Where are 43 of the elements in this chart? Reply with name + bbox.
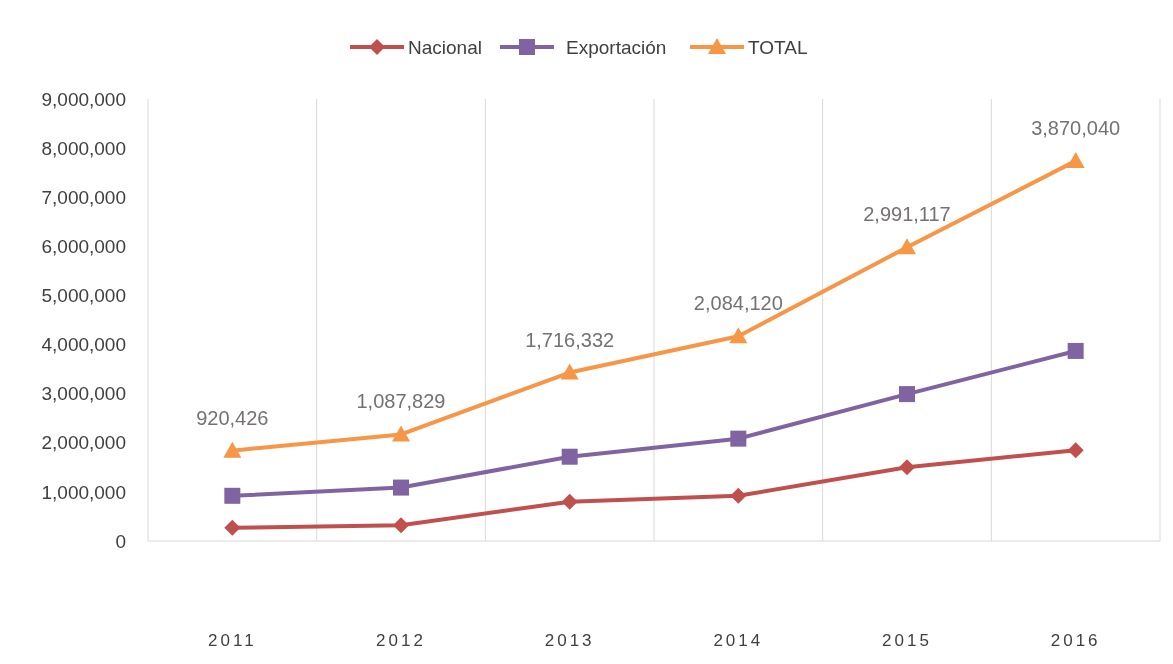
y-tick-label: 7,000,000	[41, 186, 126, 208]
y-tick-label: 5,000,000	[41, 285, 126, 307]
point	[1067, 342, 1084, 359]
y-tick-label: 3,000,000	[41, 383, 126, 405]
annotation: 2,991,117	[863, 203, 951, 226]
legend-label: Nacional	[408, 36, 482, 58]
y-tick-label: 2,000,000	[41, 432, 126, 454]
x-tick-label: 2016	[1050, 631, 1101, 650]
y-tick-label: 9,000,000	[41, 88, 126, 110]
x-tick-label: 2015	[882, 631, 932, 650]
annotation: 1,716,332	[525, 328, 615, 351]
y-tick-label: 8,000,000	[41, 137, 126, 159]
point	[729, 327, 748, 344]
point	[392, 425, 410, 442]
point	[393, 479, 409, 496]
point	[730, 430, 747, 447]
point	[561, 493, 578, 510]
point	[561, 448, 578, 465]
point	[899, 386, 915, 403]
legend-label: Exportación	[566, 36, 667, 58]
y-tick-label: 0	[115, 530, 126, 552]
point	[1066, 151, 1085, 168]
annotation: 3,870,040	[1031, 116, 1121, 139]
x-tick-label: 2014	[713, 631, 764, 650]
annotation: 1,087,829	[356, 390, 446, 413]
point	[560, 363, 579, 380]
point	[223, 441, 242, 458]
y-tick-label: 4,000,000	[41, 334, 126, 356]
point	[393, 517, 409, 534]
x-tick-label: 2013	[544, 631, 595, 650]
y-tick-label: 1,000,000	[41, 481, 126, 503]
x-tick-label: 2012	[376, 631, 426, 650]
annotation: 2,084,120	[693, 292, 783, 315]
point	[224, 519, 241, 536]
point	[1067, 442, 1084, 459]
annotation: 920,426	[196, 406, 269, 429]
x-tick-label: 2011	[208, 631, 257, 650]
point	[898, 238, 916, 255]
point	[899, 459, 915, 476]
y-tick-label: 6,000,000	[41, 235, 126, 257]
point	[730, 487, 747, 504]
legend-label: TOTAL	[748, 36, 808, 58]
point	[224, 487, 241, 504]
